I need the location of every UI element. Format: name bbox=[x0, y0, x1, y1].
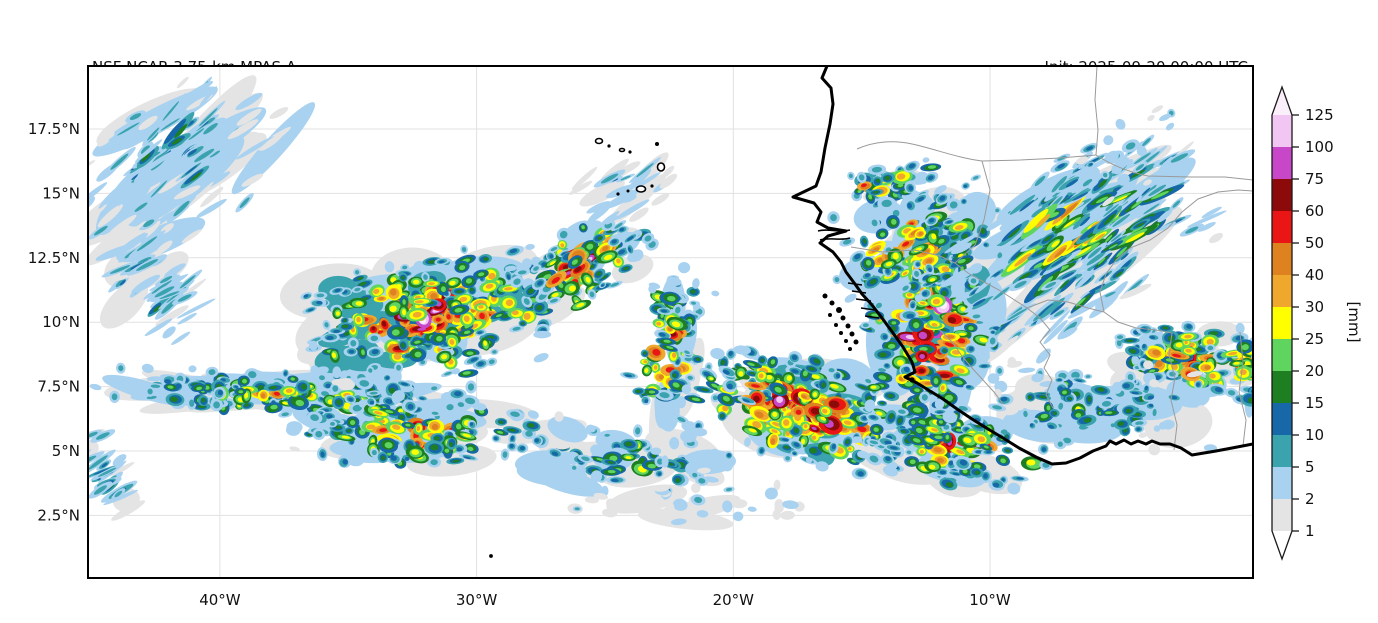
y-tick-label: 17.5°N bbox=[28, 120, 80, 138]
colorbar-tick-label: 1 bbox=[1305, 522, 1315, 540]
colorbar-segment bbox=[1272, 147, 1292, 179]
x-tick-label: 10°W bbox=[969, 591, 1011, 609]
colorbar-units-label: [mm] bbox=[1345, 302, 1363, 343]
colorbar-segment bbox=[1272, 211, 1292, 243]
map-frame bbox=[87, 65, 1254, 579]
colorbar-segment bbox=[1272, 339, 1292, 371]
x-tick-label: 20°W bbox=[713, 591, 755, 609]
colorbar-tick-label: 25 bbox=[1305, 330, 1324, 348]
y-tick-label: 10°N bbox=[42, 313, 80, 331]
colorbar-tick-label: 50 bbox=[1305, 234, 1324, 252]
colorbar-segment bbox=[1272, 179, 1292, 211]
islands bbox=[489, 142, 915, 558]
country-borders bbox=[850, 66, 1253, 451]
colorbar-tick-label: 20 bbox=[1305, 362, 1324, 380]
y-tick-label: 5°N bbox=[52, 442, 80, 460]
colorbar-segment bbox=[1272, 243, 1292, 275]
y-tick-label: 15°N bbox=[42, 184, 80, 202]
colorbar-tick-label: 10 bbox=[1305, 426, 1324, 444]
x-tick-label: 30°W bbox=[456, 591, 498, 609]
colorbar-tick-label: 100 bbox=[1305, 138, 1334, 156]
precip-field bbox=[88, 75, 1253, 531]
coastline bbox=[791, 66, 1253, 466]
colorbar-tick-label: 40 bbox=[1305, 266, 1324, 284]
island-outlines bbox=[594, 137, 666, 193]
colorbar-tick-label: 15 bbox=[1305, 394, 1324, 412]
colorbar-tick-label: 125 bbox=[1305, 106, 1334, 124]
colorbar-segment bbox=[1272, 499, 1292, 531]
colorbar-segment bbox=[1272, 467, 1292, 499]
colorbar-tick-label: 75 bbox=[1305, 170, 1324, 188]
colorbar-segment bbox=[1272, 307, 1292, 339]
storm-cells bbox=[88, 76, 1253, 528]
colorbar-segment bbox=[1272, 435, 1292, 467]
y-tick-label: 7.5°N bbox=[37, 378, 80, 396]
colorbar-tick-label: 60 bbox=[1305, 202, 1324, 220]
colorbar-segment bbox=[1272, 371, 1292, 403]
y-tick-label: 2.5°N bbox=[37, 506, 80, 524]
colorbar-segment bbox=[1272, 403, 1292, 435]
colorbar-over-arrow bbox=[1272, 87, 1292, 115]
estuaries bbox=[817, 229, 880, 319]
colorbar-segment bbox=[1272, 115, 1292, 147]
colorbar-tick-label: 5 bbox=[1305, 458, 1315, 476]
x-tick-label: 40°W bbox=[199, 591, 241, 609]
geography bbox=[489, 66, 1253, 558]
colorbar-under-arrow bbox=[1272, 531, 1292, 559]
colorbar-segment bbox=[1272, 275, 1292, 307]
x-axis-labels: 40°W 30°W 20°W 10°W bbox=[199, 591, 1011, 609]
colorbar-tick-label: 2 bbox=[1305, 490, 1315, 508]
colorbar-tick-label: 30 bbox=[1305, 298, 1324, 316]
y-tick-label: 12.5°N bbox=[28, 249, 80, 267]
y-axis-labels: 17.5°N 15°N 12.5°N 10°N 7.5°N 5°N 2.5°N bbox=[28, 120, 80, 524]
